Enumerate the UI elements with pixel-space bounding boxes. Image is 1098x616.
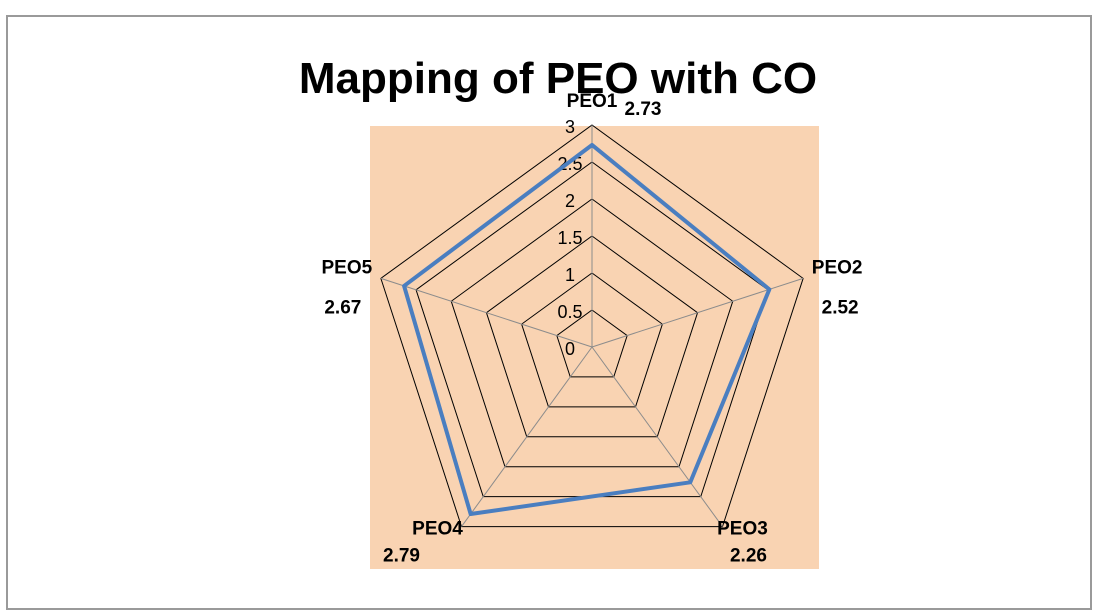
- grid-ring: [450, 198, 734, 468]
- category-labels: PEO1 PEO2 PEO3 PEO4 PEO5: [322, 91, 863, 540]
- series-line: [402, 142, 772, 517]
- radial-tick-label: 2: [565, 191, 575, 211]
- value-labels: 2.73 2.52 2.26 2.79 2.67: [324, 99, 858, 567]
- radial-tick-label: 1.5: [557, 228, 582, 248]
- radial-tick-labels: 00.511.522.53: [557, 117, 582, 359]
- category-label: PEO5: [322, 257, 373, 278]
- series-layer: [402, 142, 772, 517]
- category-label: PEO2: [812, 257, 863, 278]
- data-value-label: 2.26: [730, 546, 767, 567]
- grid-ring: [380, 124, 804, 528]
- chart-title: Mapping of PEO with CO: [299, 54, 817, 103]
- data-value-label: 2.52: [822, 297, 859, 318]
- category-label: PEO3: [717, 519, 768, 540]
- data-value-label: 2.79: [383, 546, 420, 567]
- grid-ring: [556, 309, 628, 378]
- grid-ring: [521, 272, 663, 408]
- grid-ring: [485, 235, 699, 438]
- radial-tick-label: 0.5: [557, 302, 582, 322]
- radial-tick-label: 1: [565, 265, 575, 285]
- category-label: PEO1: [567, 91, 618, 112]
- category-label: PEO4: [412, 519, 463, 540]
- data-value-label: 2.67: [324, 297, 361, 318]
- spoke-line: [380, 277, 593, 348]
- radial-tick-label: 0: [565, 339, 575, 359]
- plot-background: [370, 126, 819, 569]
- spoke-line: [591, 346, 723, 527]
- spoke-line: [461, 346, 593, 527]
- radial-tick-label: 3: [565, 117, 575, 137]
- data-value-label: 2.73: [625, 99, 662, 120]
